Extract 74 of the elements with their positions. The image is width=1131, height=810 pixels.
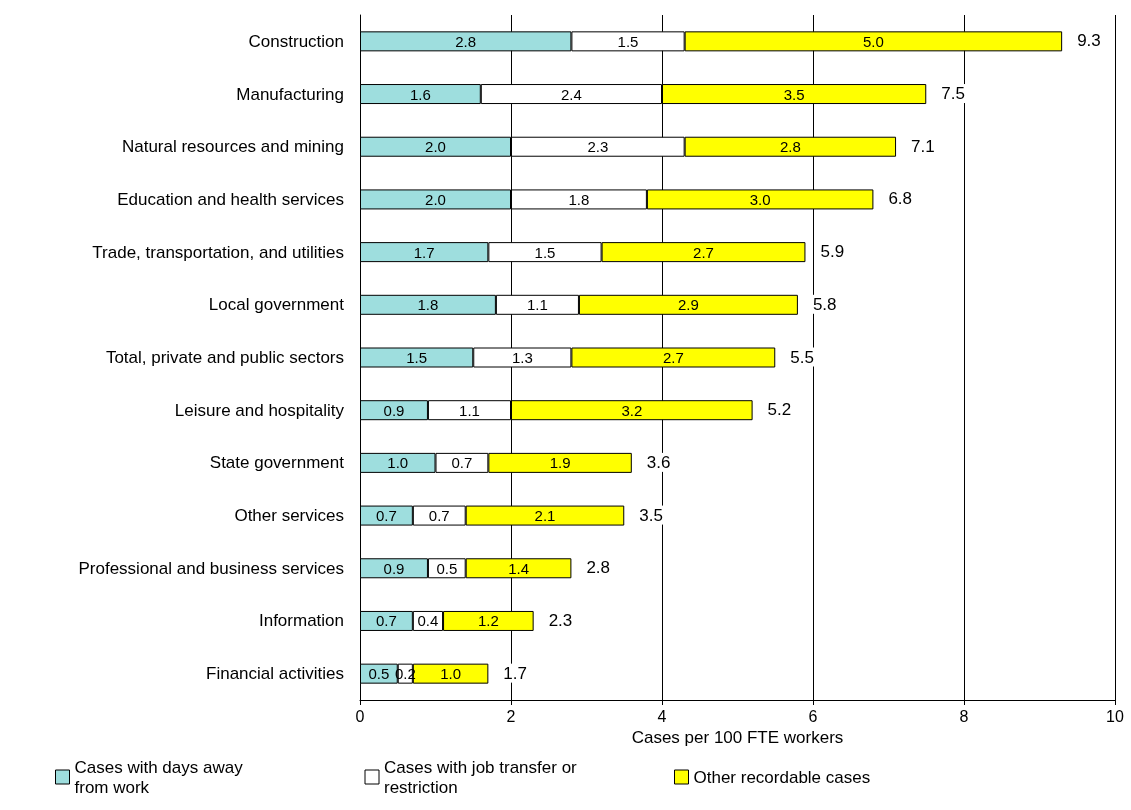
data-label: 2.4 xyxy=(560,85,582,103)
data-label: 0.7 xyxy=(451,454,473,472)
legend-label: Other recordable cases xyxy=(693,767,871,787)
total-label: 6.8 xyxy=(888,189,913,209)
data-label: 2.8 xyxy=(779,138,801,156)
data-label: 3.2 xyxy=(621,401,643,419)
x-tick-label: 6 xyxy=(808,707,818,725)
y-tick-label: Leisure and hospitality xyxy=(174,400,345,420)
total-label: 5.8 xyxy=(812,294,837,314)
total-label: 5.2 xyxy=(767,400,792,420)
y-tick-label: Trade, transportation, and utilities xyxy=(92,242,344,262)
y-tick-label: Local government xyxy=(208,295,345,315)
legend-label: Cases with job transfer or restriction xyxy=(384,757,582,797)
total-label: 5.5 xyxy=(790,347,814,367)
data-label: 5.0 xyxy=(862,32,884,50)
total-label: 1.7 xyxy=(503,663,527,683)
x-tick-label: 4 xyxy=(657,707,667,725)
data-label: 0.7 xyxy=(376,507,397,525)
total-label: 7.1 xyxy=(911,136,935,156)
total-label: 3.5 xyxy=(639,505,663,525)
data-label: 0.5 xyxy=(368,665,390,683)
y-tick-label: Construction xyxy=(248,31,344,51)
y-tick-label: Natural resources and mining xyxy=(121,137,344,157)
data-label: 1.5 xyxy=(406,349,428,366)
total-label: 5.9 xyxy=(820,242,845,262)
data-label: 2.8 xyxy=(455,32,477,50)
y-tick-label: Total, private and public sectors xyxy=(105,348,344,367)
data-label: 2.7 xyxy=(693,243,714,261)
data-label: 1.5 xyxy=(534,243,556,261)
data-label: 1.3 xyxy=(511,349,533,366)
data-label: 1.1 xyxy=(527,296,548,314)
data-label: 2.0 xyxy=(425,190,446,208)
total-label: 2.3 xyxy=(548,610,573,630)
data-label: 2.7 xyxy=(662,349,684,366)
x-tick-label: 2 xyxy=(506,707,516,725)
data-label: 1.9 xyxy=(549,454,571,472)
data-label: 1.4 xyxy=(508,559,529,577)
data-label: 2.9 xyxy=(678,296,699,314)
data-label: 1.1 xyxy=(459,401,480,419)
total-label: 7.5 xyxy=(941,84,965,104)
data-label: 1.8 xyxy=(417,296,439,314)
data-label: 0.4 xyxy=(417,612,439,630)
x-axis-title: Cases per 100 FTE workers xyxy=(631,727,844,747)
y-tick-label: Professional and business services xyxy=(78,558,344,578)
total-label: 9.3 xyxy=(1077,31,1101,51)
y-tick-label: Manufacturing xyxy=(236,84,344,104)
x-tick-label: 8 xyxy=(959,707,969,725)
y-tick-label: Other services xyxy=(234,506,344,526)
data-label: 2.3 xyxy=(587,138,609,156)
data-label: 1.2 xyxy=(477,612,499,630)
data-label: 1.0 xyxy=(440,665,462,683)
data-label: 0.7 xyxy=(428,507,450,525)
y-tick-label: Education and health services xyxy=(117,189,344,209)
data-label: 2.1 xyxy=(534,507,556,525)
data-label: 0.7 xyxy=(376,612,397,630)
data-label: 1.6 xyxy=(409,85,431,103)
legend-label: Cases with days away from work xyxy=(74,757,248,797)
y-tick-label: Financial activities xyxy=(206,664,344,684)
x-tick-label: 0 xyxy=(355,707,365,725)
data-label: 2.0 xyxy=(425,138,446,156)
data-label: 0.5 xyxy=(436,559,458,577)
y-tick-label: State government xyxy=(209,453,345,473)
data-label: 0.9 xyxy=(383,401,405,419)
total-label: 3.6 xyxy=(646,452,671,472)
data-label: 3.0 xyxy=(749,190,771,208)
data-label: 1.8 xyxy=(568,190,590,208)
data-label: 1.0 xyxy=(387,454,409,472)
data-label: 3.5 xyxy=(783,85,805,103)
y-tick-label: Information xyxy=(258,611,344,631)
x-tick-label: 10 xyxy=(1106,707,1124,725)
total-label: 2.8 xyxy=(586,558,611,578)
data-label: 0.9 xyxy=(383,559,405,577)
data-label: 1.7 xyxy=(413,243,435,261)
data-label: 1.5 xyxy=(617,32,639,50)
